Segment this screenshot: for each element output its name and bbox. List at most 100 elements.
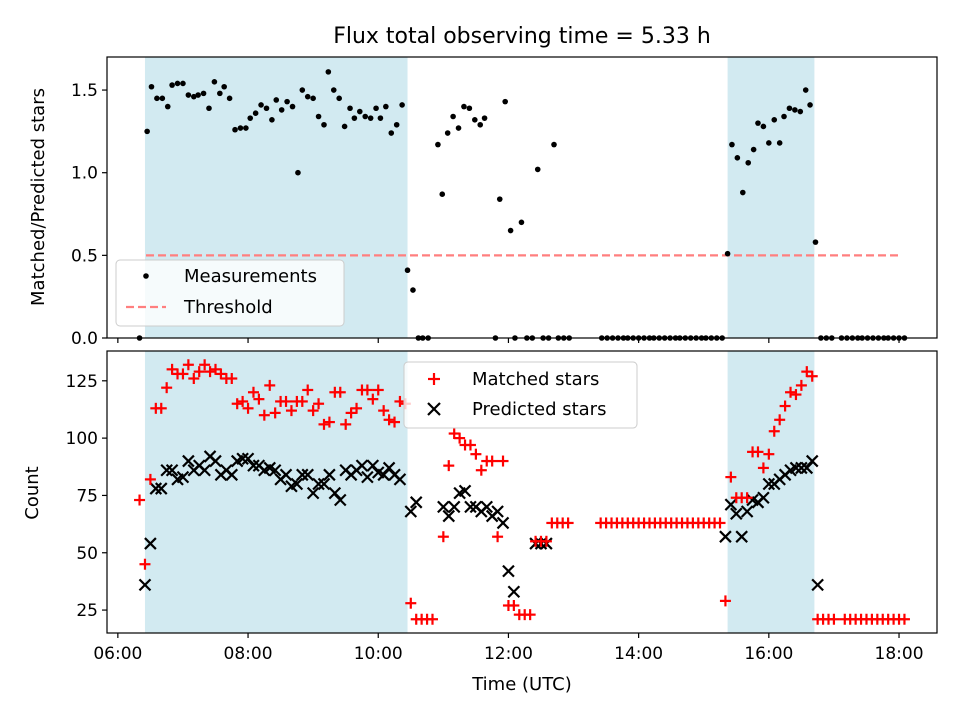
matched-star-point <box>155 402 167 414</box>
predicted-star-point <box>160 463 173 477</box>
matched-star-point <box>763 448 775 460</box>
x-tick-label: 10:00 <box>354 644 403 664</box>
predicted-star-point <box>811 578 824 592</box>
observing-interval-shade <box>727 351 815 633</box>
matched-star-point <box>367 393 379 405</box>
bottom-y-tick-label: 25 <box>76 601 98 621</box>
matched-star-point <box>486 455 498 467</box>
matched-star-point <box>475 464 487 476</box>
measurement-point <box>388 130 395 136</box>
measurement-point <box>734 155 741 161</box>
predicted-star-point <box>333 493 347 507</box>
measurement-point <box>330 87 337 93</box>
measurement-point <box>786 105 793 112</box>
measurement-point <box>776 140 783 146</box>
measurement-point <box>755 120 761 126</box>
measurement-point <box>169 82 175 88</box>
matched-star-point <box>790 389 802 401</box>
matched-star-point <box>714 517 726 529</box>
x-tick-label: 16:00 <box>744 644 793 664</box>
measurement-point <box>295 169 301 176</box>
matched-star-point <box>199 359 211 371</box>
measurement-point <box>745 159 752 166</box>
chart-title: Flux total observing time = 5.33 h <box>333 24 711 49</box>
matched-star-point <box>806 370 818 382</box>
matched-star-point <box>231 398 243 410</box>
matched-star-point <box>242 402 254 414</box>
predicted-star-point <box>442 509 456 523</box>
bottom-y-tick-label: 100 <box>66 429 98 449</box>
measurement-point <box>393 121 400 128</box>
measurement-point <box>724 250 731 257</box>
measurement-point <box>466 105 473 112</box>
measurement-point <box>807 102 813 108</box>
matched-star-point <box>161 382 173 394</box>
measurement-point <box>450 113 456 120</box>
predicted-star-point <box>735 530 748 543</box>
matched-star-point <box>725 471 737 483</box>
x-tick-label: 14:00 <box>614 644 663 664</box>
matched-star-point <box>389 416 401 428</box>
top-y-tick-label: 0.0 <box>71 329 98 349</box>
measurement-point <box>336 95 342 102</box>
matched-star-point <box>307 405 319 417</box>
predicted-star-point <box>144 537 157 550</box>
count-panel: 25 50 75 100 125 06:00 08:00 10:00 12:00 14:00 16:… <box>22 350 938 695</box>
legend-label-matched: Matched stars <box>472 369 599 390</box>
matched-star-point <box>470 448 482 460</box>
matched-star-point <box>226 373 238 385</box>
measurement-point <box>284 98 290 105</box>
measurement-point <box>507 227 514 234</box>
matched-star-point <box>258 409 270 421</box>
measurement-point <box>455 125 462 131</box>
predicted-star-point <box>805 454 819 468</box>
predicted-star-point <box>182 454 195 468</box>
measurement-point <box>211 78 218 85</box>
predicted-star-point <box>502 564 515 578</box>
legend-label-measurements: Measurements <box>184 266 317 287</box>
predicted-star-point <box>464 500 477 514</box>
matched-star-point <box>313 398 325 410</box>
measurement-point <box>315 113 322 120</box>
measurement-point <box>383 103 389 110</box>
matched-star-point <box>405 597 417 609</box>
measurement-point <box>481 115 488 121</box>
measurement-point <box>278 107 285 113</box>
matched-star-point <box>269 407 281 419</box>
measurement-point <box>185 92 192 98</box>
measurement-point <box>144 128 150 135</box>
matched-star-point <box>247 386 259 398</box>
predicted-star-point <box>279 468 293 482</box>
top-axes-frame <box>106 56 938 339</box>
measurement-point <box>802 87 809 93</box>
matched-star-point <box>426 613 438 625</box>
matched-star-point <box>188 373 200 385</box>
matched-star-point <box>508 599 520 611</box>
measurement-point <box>766 140 772 146</box>
predicted-star-point <box>176 470 190 484</box>
measurement-point <box>237 125 244 131</box>
measurement-point <box>148 83 155 90</box>
predicted-star-point <box>361 470 374 484</box>
matched-star-point <box>562 517 574 529</box>
measurement-point <box>159 95 166 102</box>
predicted-star-point <box>247 459 260 472</box>
predicted-star-point <box>496 516 510 530</box>
matched-star-point <box>318 418 330 430</box>
measurement-point <box>792 107 798 113</box>
matched-star-point <box>285 405 297 417</box>
predicted-star-point <box>740 505 754 518</box>
measurement-point <box>252 110 259 116</box>
measurement-point <box>534 166 541 173</box>
predicted-star-point <box>306 486 320 500</box>
observing-interval-shade <box>727 57 815 338</box>
predicted-star-point <box>317 477 331 491</box>
matched-star-point <box>144 473 156 485</box>
predicted-star-point <box>404 505 418 518</box>
matched-star-point <box>296 395 308 407</box>
top-y-axis-label: Matched/Predicted stars <box>28 88 49 306</box>
matched-star-point <box>443 460 455 472</box>
measurement-point <box>258 102 264 108</box>
measurement-point <box>472 117 478 123</box>
legend-label-predicted: Predicted stars <box>472 399 606 420</box>
